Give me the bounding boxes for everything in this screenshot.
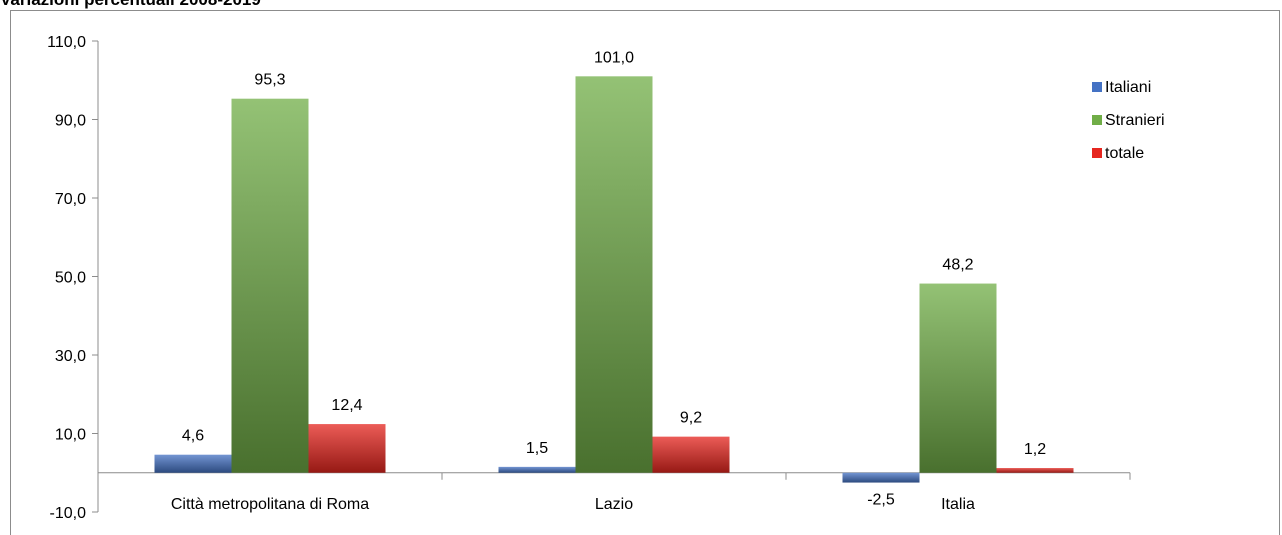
bar <box>154 454 232 473</box>
bar <box>919 283 997 473</box>
legend-entry: totale <box>1105 145 1144 162</box>
chart-title: Variazioni percentuali 2008-2019 <box>0 0 261 10</box>
y-tick-label: 110,0 <box>47 34 86 51</box>
y-tick-label: 90,0 <box>55 113 86 130</box>
bar <box>575 76 653 473</box>
bar <box>498 466 576 473</box>
data-label: 48,2 <box>942 257 973 274</box>
bar <box>996 468 1074 473</box>
data-label: 1,2 <box>1024 441 1046 458</box>
y-tick-label: 50,0 <box>55 270 86 287</box>
x-tick-label: Italia <box>941 496 975 513</box>
x-tick-label: Città metropolitana di Roma <box>171 496 369 513</box>
bar <box>842 472 920 483</box>
data-label: 1,5 <box>526 440 548 457</box>
bar <box>231 98 309 473</box>
data-label: -2,5 <box>867 492 895 509</box>
legend-entry: Stranieri <box>1105 112 1165 129</box>
legend-swatch <box>1092 82 1102 92</box>
legend-swatch <box>1092 148 1102 158</box>
data-label: 101,0 <box>594 49 634 66</box>
legend-swatch <box>1092 115 1102 125</box>
y-tick-label: 70,0 <box>55 191 86 208</box>
data-label: 4,6 <box>182 428 204 445</box>
data-label: 95,3 <box>254 72 285 89</box>
chart-area-border <box>10 10 1280 535</box>
x-tick-label: Lazio <box>595 496 633 513</box>
data-label: 9,2 <box>680 410 702 427</box>
data-label: 12,4 <box>331 397 362 414</box>
legend-entry: Italiani <box>1105 79 1151 96</box>
y-tick-label: 30,0 <box>55 348 86 365</box>
y-tick-label: 10,0 <box>55 427 86 444</box>
bar <box>652 436 730 473</box>
bar <box>308 424 386 473</box>
y-tick-label: -10,0 <box>50 505 87 522</box>
